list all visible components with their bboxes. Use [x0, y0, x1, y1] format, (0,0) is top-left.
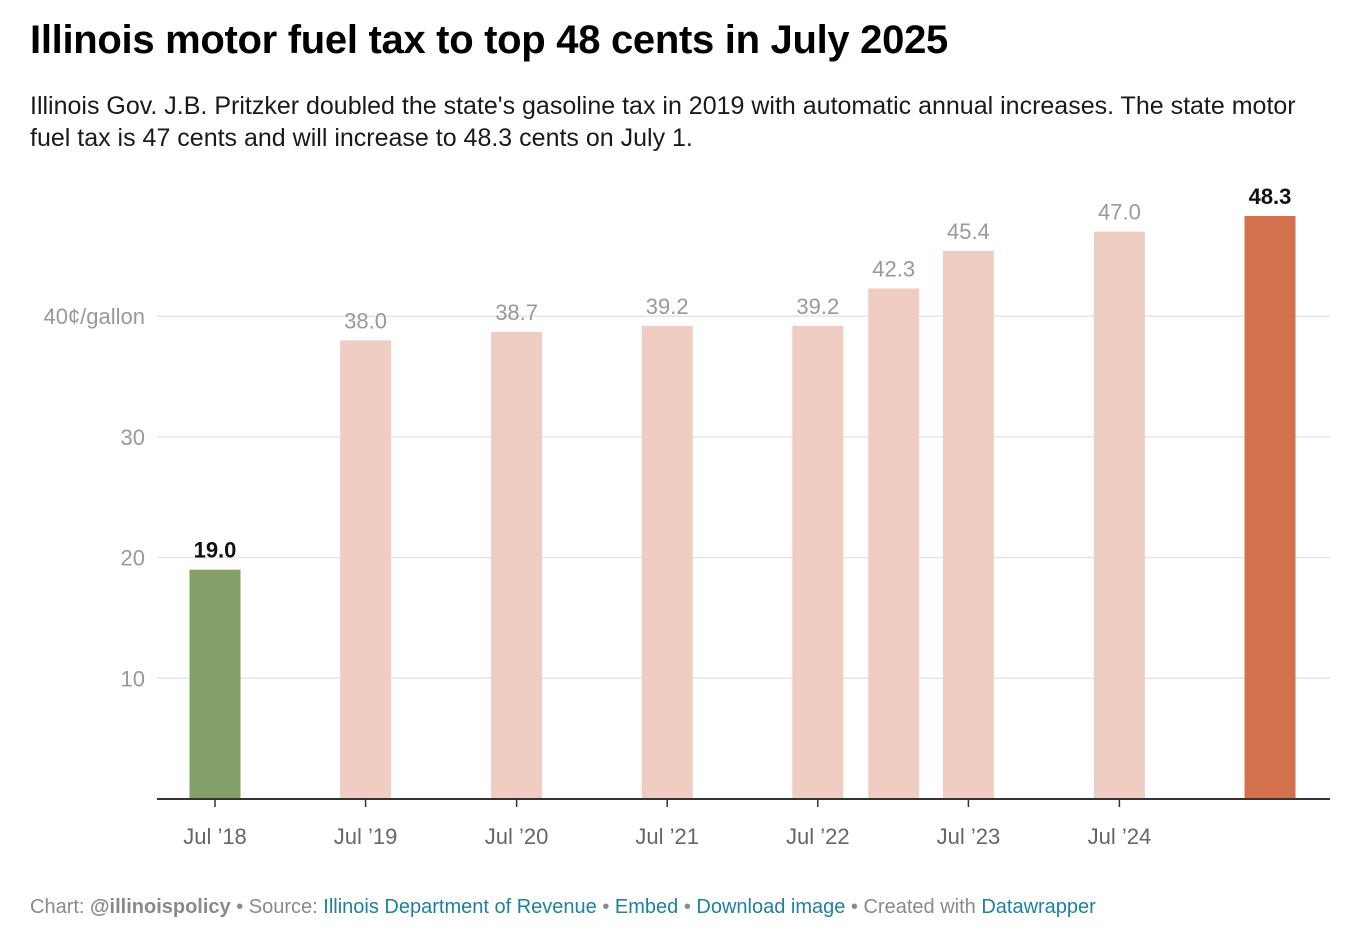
bars: 19.0 38.0 38.7 39.2 39.2 42.3 45.4 47.0 48.3 — [189, 184, 1296, 800]
bar-value-label: 39.2 — [646, 294, 689, 319]
embed-link[interactable]: Embed — [614, 896, 679, 918]
footer-chart-prefix: Chart: — [30, 896, 91, 918]
bar — [340, 340, 392, 799]
footer-separator: • — [678, 896, 697, 918]
x-axis: Jul ’18 Jul ’19 Jul ’20 Jul ’21 Jul ’22 Jul ’… — [157, 798, 1330, 849]
bar-value-label: 47.0 — [1098, 200, 1141, 225]
y-tick-label: 20 — [121, 546, 145, 571]
footer-source-prefix: • Source: — [230, 896, 324, 918]
x-tick-label: Jul ’22 — [786, 824, 850, 849]
x-tick-label: Jul ’19 — [334, 824, 398, 849]
chart-title: Illinois motor fuel tax to top 48 cents … — [30, 18, 948, 62]
bar — [491, 331, 543, 799]
bar-value-label: 38.0 — [344, 308, 387, 333]
bar-value-label: 48.3 — [1249, 184, 1292, 209]
x-tick-label: Jul ’24 — [1088, 824, 1152, 849]
bar-chart: 10 20 30 40¢/gallon 19.0 38.0 38.7 39.2 39.2 42.… — [43, 184, 1330, 849]
bar — [1093, 231, 1145, 800]
x-tick-label: Jul ’21 — [635, 824, 699, 849]
x-tick-label: Jul ’23 — [937, 824, 1001, 849]
x-tick-label: Jul ’20 — [485, 824, 549, 849]
y-tick-label: 30 — [121, 425, 145, 450]
bar-value-label: 39.2 — [796, 294, 839, 319]
datawrapper-link[interactable]: Datawrapper — [981, 896, 1096, 918]
x-tick-label: Jul ’18 — [183, 824, 247, 849]
footer-chart-credit: @illinoispolicy — [90, 896, 231, 918]
bar-value-label: 42.3 — [872, 256, 915, 281]
footer-separator: • — [596, 896, 615, 918]
chart-subtitle: Illinois Gov. J.B. Pritzker doubled the … — [30, 92, 1296, 152]
source-link[interactable]: Illinois Department of Revenue — [323, 896, 597, 918]
download-image-link[interactable]: Download image — [696, 896, 846, 918]
bar — [1244, 216, 1296, 800]
bar — [868, 288, 920, 799]
chart-footer: Chart: @illinoispolicy • Source: Illinoi… — [30, 896, 1096, 919]
footer-created-with: • Created with — [845, 896, 982, 918]
bar-value-label: 19.0 — [194, 538, 237, 563]
bar-value-label: 45.4 — [947, 219, 990, 244]
bar — [792, 325, 844, 799]
bar — [641, 325, 693, 799]
bar — [942, 251, 994, 800]
bar-value-label: 38.7 — [495, 300, 538, 325]
y-tick-label: 10 — [121, 666, 145, 691]
y-tick-label: 40¢/gallon — [43, 304, 145, 329]
bar — [189, 569, 241, 799]
